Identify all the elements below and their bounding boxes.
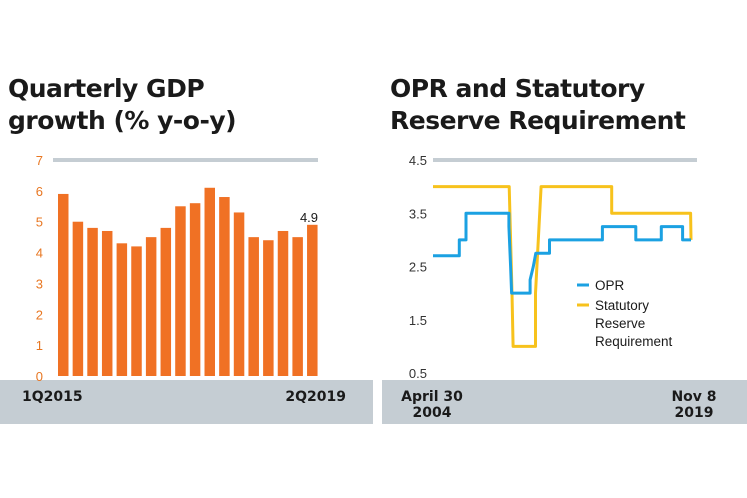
gdp-bar	[189, 203, 201, 376]
gdp-bars	[58, 187, 318, 376]
gdp-x-axis-band	[0, 380, 373, 424]
gdp-y-tick-label: 5	[36, 215, 43, 230]
opr-title-line1: OPR and Statutory	[390, 74, 645, 103]
gdp-bar	[87, 227, 98, 376]
gdp-bar	[248, 237, 259, 376]
gdp-bar	[131, 246, 142, 376]
gdp-title-line1: Quarterly GDP	[8, 74, 205, 103]
opr-y-tick-label: 0.5	[409, 366, 427, 381]
gdp-y-tick-label: 1	[36, 338, 43, 353]
legend-srr-label-3: Requirement	[595, 334, 673, 349]
gdp-bar	[233, 212, 245, 376]
gdp-chart-title: Quarterly GDP growth (% y-o-y)	[8, 73, 237, 137]
opr-x-start-label-1: April 30	[401, 389, 463, 405]
gdp-bar	[204, 187, 215, 376]
legend-opr-label: OPR	[595, 278, 625, 293]
gdp-bar	[292, 237, 303, 376]
opr-y-tick-label: 1.5	[409, 313, 427, 328]
gdp-bar	[145, 237, 157, 376]
gdp-y-axis: 0 1 2 3 4 5 6 7	[36, 153, 43, 384]
gdp-title-line2: growth (% y-o-y)	[8, 106, 237, 135]
legend-srr-label-2: Reserve	[595, 316, 645, 331]
opr-chart-title: OPR and Statutory Reserve Requirement	[390, 73, 686, 137]
gdp-last-value-label: 4.9	[300, 210, 318, 225]
opr-y-tick-label: 2.5	[409, 260, 427, 275]
opr-x-end-label-2: 2019	[675, 405, 714, 421]
gdp-bar	[219, 197, 230, 376]
gdp-bar-chart: 0 1 2 3 4 5 6 7 4.9 1Q2015 2Q2019	[0, 153, 373, 424]
gdp-bar	[263, 240, 274, 376]
gdp-bar	[307, 224, 318, 376]
opr-x-end-label-1: Nov 8	[671, 389, 716, 405]
gdp-y-tick-label: 2	[36, 307, 43, 322]
opr-y-tick-label: 3.5	[409, 206, 427, 221]
gdp-y-tick-label: 7	[36, 153, 43, 168]
gdp-y-tick-label: 4	[36, 246, 43, 261]
opr-legend: OPR Statutory Reserve Requirement	[577, 278, 673, 349]
gdp-x-end-label: 2Q2019	[285, 389, 346, 405]
gdp-bar	[101, 230, 113, 376]
opr-title-line2: Reserve Requirement	[390, 106, 686, 135]
legend-srr-label-1: Statutory	[595, 298, 649, 313]
gdp-bar	[58, 193, 69, 376]
gdp-bar	[277, 230, 289, 376]
gdp-bar	[116, 243, 128, 376]
opr-series-line	[433, 211, 691, 295]
gdp-y-tick-label: 6	[36, 184, 43, 199]
opr-y-tick-label: 4.5	[409, 153, 427, 168]
gdp-y-tick-label: 3	[36, 276, 43, 291]
gdp-bar	[160, 227, 172, 376]
gdp-y-tick-label: 0	[36, 369, 43, 384]
opr-x-start-label-2: 2004	[413, 405, 452, 421]
opr-y-axis: 0.5 1.5 2.5 3.5 4.5	[409, 153, 427, 381]
gdp-x-start-label: 1Q2015	[22, 389, 83, 405]
srr-series-line	[433, 185, 693, 348]
gdp-bar	[72, 221, 84, 376]
gdp-bar	[175, 206, 186, 376]
opr-x-axis-band	[382, 380, 747, 424]
